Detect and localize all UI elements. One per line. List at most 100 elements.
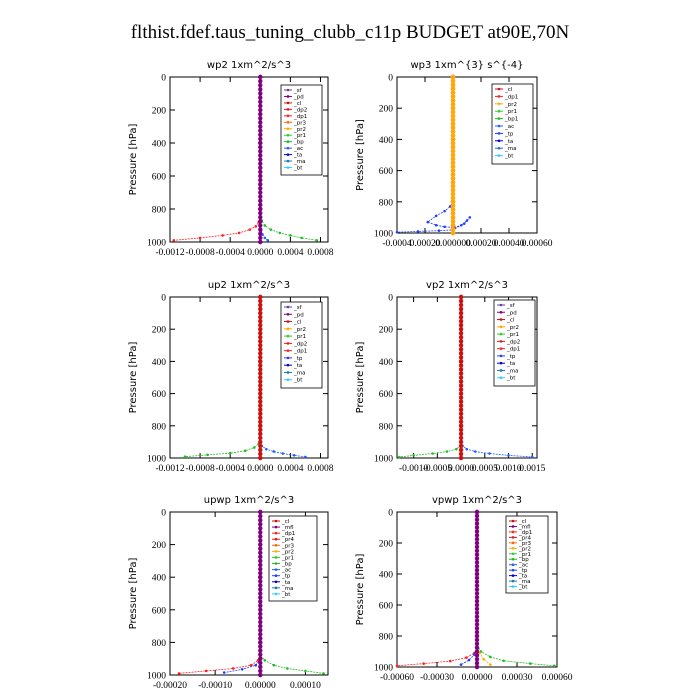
data-point (450, 187, 456, 193)
legend-marker (511, 547, 515, 550)
legend-entry: _mfl (518, 524, 531, 530)
data-point (450, 230, 456, 236)
data-point (258, 140, 263, 146)
data-point (315, 239, 319, 242)
data-point (458, 359, 464, 364)
data-point (304, 669, 307, 673)
x-tick-label: -0.00060 (380, 673, 414, 683)
legend-entry: _ac (281, 568, 291, 574)
data-point (474, 536, 480, 542)
data-point (412, 454, 415, 457)
y-tick-label: 800 (152, 206, 167, 216)
data-point (258, 603, 263, 608)
data-point (458, 455, 464, 461)
data-point (258, 640, 263, 645)
data-point (278, 231, 282, 235)
legend-entry: _dp2 (293, 341, 307, 347)
legend-entry: _ta (281, 580, 290, 586)
data-point (258, 177, 263, 183)
data-point (258, 395, 263, 400)
data-point (258, 120, 263, 125)
data-point (258, 343, 263, 348)
data-point (450, 168, 456, 173)
legend-marker (286, 356, 290, 360)
x-tick-label: 0.00000 (245, 681, 276, 691)
data-point (258, 157, 263, 162)
series-line-tp (396, 201, 471, 233)
legend-marker (511, 585, 515, 588)
data-point (258, 526, 263, 531)
x-tick-label: 0.00020 (466, 239, 497, 249)
legend-marker (286, 363, 290, 367)
x-tick-label: 0.0008 (307, 464, 333, 474)
data-point (450, 184, 456, 189)
data-point (258, 411, 263, 416)
data-point (258, 169, 263, 175)
legend-marker (286, 95, 290, 98)
data-point (467, 658, 471, 662)
x-tick-label: 0.0010 (495, 464, 521, 474)
legend: _sf_pd_cl_dp2_dp1_pr3_pr2_pr1_bp_ac_ta_m… (280, 84, 323, 176)
series-line-pr1 (260, 655, 324, 674)
y-tick-label: 400 (379, 358, 394, 368)
chart-panel-2: wp3 1xm^{3} s^{-4} Pressure [hPa] 0 200 400 6… (355, 60, 553, 249)
legend-entry: _pd (506, 310, 517, 316)
legend-entry: _cl (504, 87, 513, 93)
data-point (258, 95, 263, 100)
legend-entry: _bp1 (504, 117, 518, 123)
data-point (474, 513, 480, 519)
data-point (458, 335, 464, 340)
data-point (474, 595, 480, 600)
data-point (450, 164, 456, 169)
data-point (445, 450, 449, 453)
data-point (474, 598, 480, 604)
data-point (450, 199, 456, 204)
data-point (450, 207, 456, 212)
data-point (258, 550, 263, 555)
data-point (183, 455, 187, 459)
data-point (458, 327, 464, 332)
data-point (258, 583, 263, 588)
data-point (478, 651, 481, 655)
data-point (460, 223, 463, 227)
data-point (258, 298, 263, 304)
legend-entry: _ma (281, 586, 293, 592)
data-point (258, 161, 263, 166)
data-point (198, 236, 202, 240)
data-point (263, 236, 267, 240)
legend-marker (274, 562, 278, 565)
legend-entry: _ta (293, 363, 302, 369)
data-point (258, 87, 263, 92)
series-line-dp1 (178, 655, 261, 674)
y-tick-label: 600 (152, 173, 167, 183)
data-point (258, 636, 263, 641)
data-point (258, 302, 263, 308)
legend-marker (497, 154, 501, 157)
data-point (458, 399, 464, 404)
series-line-tp (460, 648, 478, 666)
data-point (269, 228, 273, 231)
x-tick-label: 0.00060 (522, 239, 553, 249)
data-point (450, 191, 456, 197)
legend-marker (511, 536, 515, 539)
x-tick-label: 0.0008 (307, 248, 333, 258)
x-tick-label: 0.0015 (519, 464, 545, 474)
data-point (458, 302, 464, 308)
data-point (530, 455, 534, 459)
legend-marker (499, 325, 503, 329)
data-point (258, 439, 263, 445)
data-point (458, 322, 464, 328)
legend-entry: _ta (506, 361, 515, 367)
legend-entry: _ac (293, 146, 303, 152)
figure-title: flthist.fdef.taus_tuning_clubb_c11p BUDG… (130, 22, 570, 43)
data-point (258, 206, 263, 212)
data-point (450, 109, 456, 115)
data-point (258, 407, 263, 412)
data-point (258, 387, 263, 392)
chart-panel-4: vp2 1xm^2/s^3 Pressure [hPa] 0 200 400 600 800… (355, 280, 546, 474)
data-point (465, 656, 468, 659)
legend-entry: _bt (518, 585, 528, 591)
data-point (258, 103, 263, 109)
legend-marker (497, 124, 501, 128)
data-point (254, 663, 258, 667)
